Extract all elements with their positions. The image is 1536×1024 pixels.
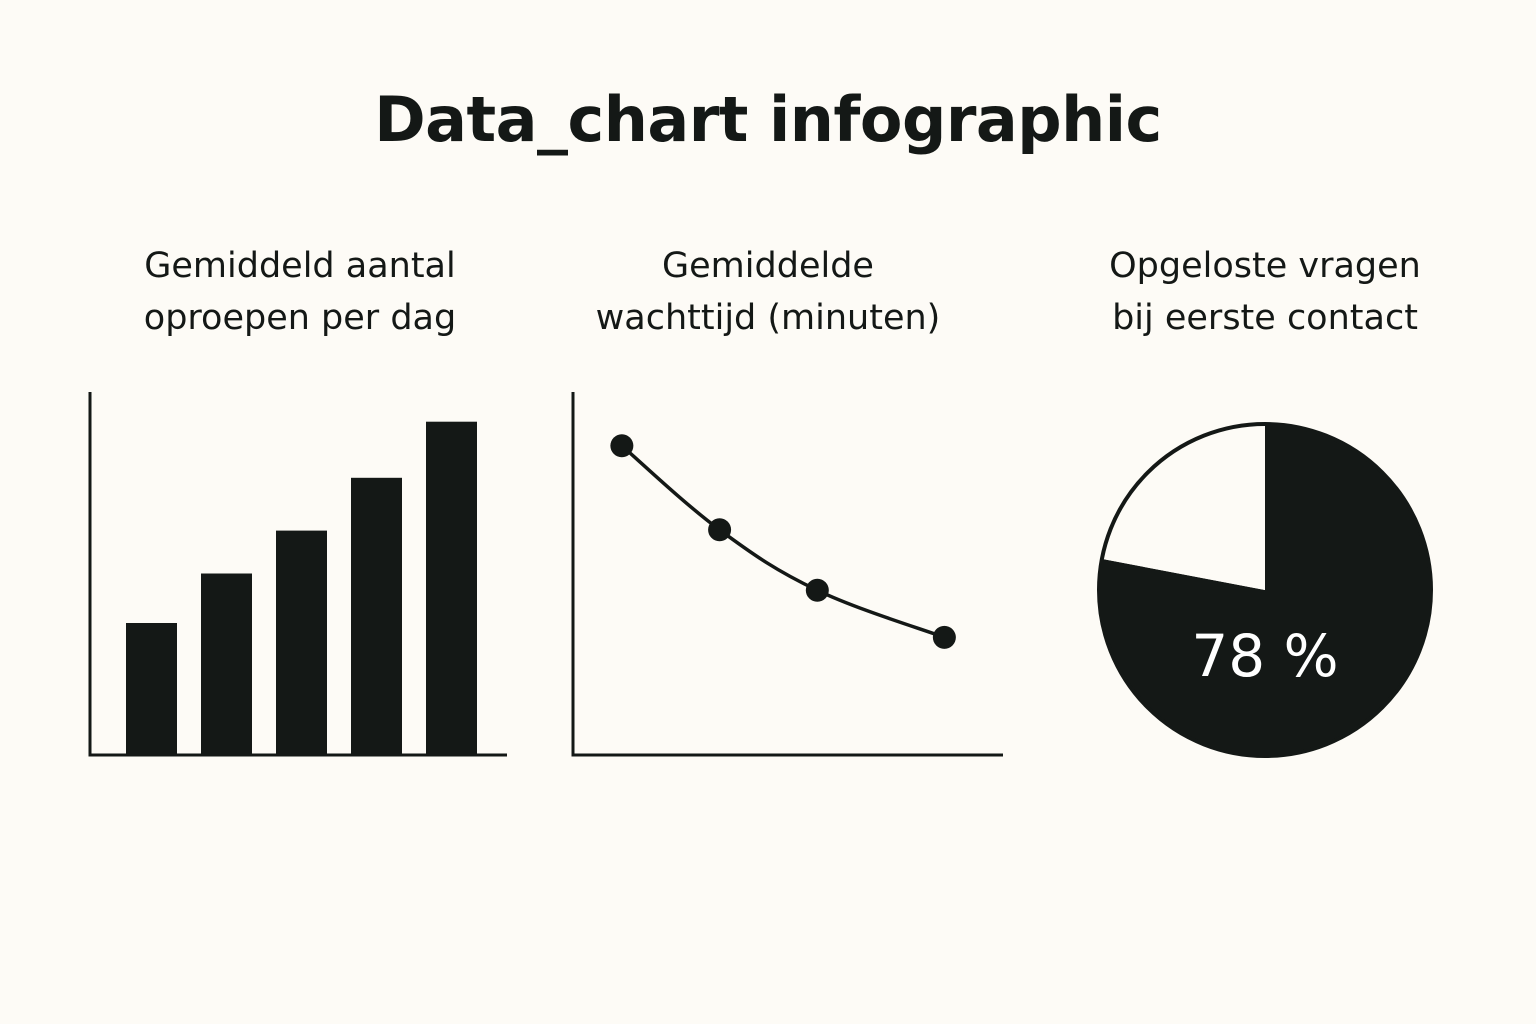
bar-1: [126, 623, 177, 755]
bar-3: [276, 530, 327, 755]
line-point-1: [610, 434, 634, 458]
pie-chart-title-line: Opgeloste vragen: [1109, 246, 1421, 286]
pie-slice-label: 78 %: [1191, 622, 1338, 690]
pie-chart-title: Opgeloste vragen bij eerste contact: [1045, 240, 1485, 344]
pie-slice-2: [1101, 424, 1265, 590]
pie-chart-title-line: bij eerste contact: [1112, 298, 1418, 338]
bar-chart: [88, 392, 507, 757]
line-series: [620, 444, 947, 640]
line-point-2: [708, 518, 732, 542]
bar-4: [351, 477, 402, 755]
bar-5: [426, 421, 477, 755]
bar-chart-title: Gemiddeld aantal oproepen per dag: [80, 240, 520, 344]
bar-chart-title-line: Gemiddeld aantal: [144, 246, 456, 286]
bar-2: [201, 573, 252, 755]
line-point-4: [932, 625, 956, 649]
page-title: Data_chart infographic: [374, 83, 1162, 156]
bar-chart-title-line: oproepen per dag: [143, 298, 457, 338]
line-chart-title-line: wachttijd (minuten): [595, 298, 941, 338]
line-chart-title-line: Gemiddelde: [662, 246, 874, 286]
line-point-3: [805, 578, 829, 602]
pie-chart: 78 %: [1097, 422, 1433, 758]
line-chart: [571, 392, 1003, 757]
pie-outline: [1097, 422, 1433, 758]
line-chart-title: Gemiddelde wachttijd (minuten): [548, 240, 988, 344]
